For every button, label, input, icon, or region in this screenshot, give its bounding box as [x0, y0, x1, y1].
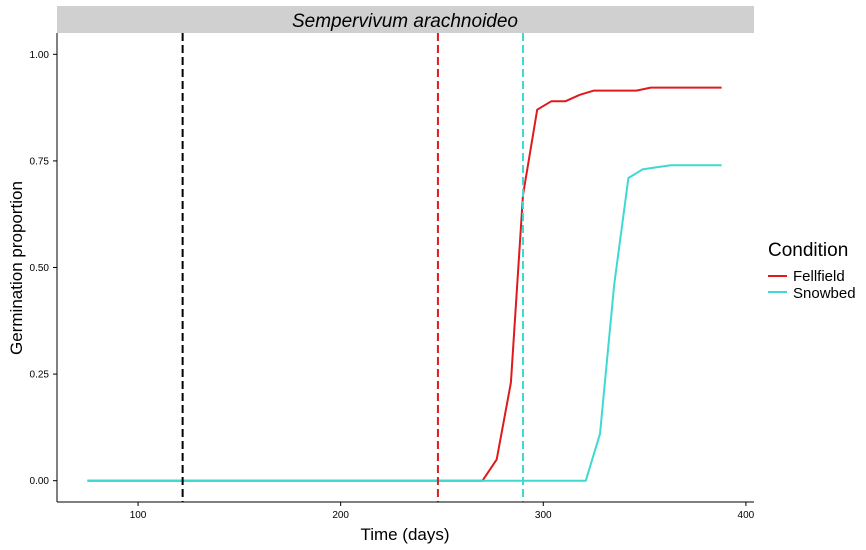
plot-area [87, 33, 722, 502]
legend-label-fellfield: Fellfield [793, 268, 845, 285]
x-tick-label: 400 [738, 510, 755, 521]
legend: Condition Fellfield Snowbed [768, 240, 856, 302]
legend-label-snowbed: Snowbed [793, 285, 856, 302]
series-line-fellfield [87, 86, 722, 482]
x-tick-label: 200 [332, 510, 349, 521]
y-axis-ticks: 0.00 0.25 0.50 0.75 1.00 [30, 50, 57, 487]
series-line-snowbed [87, 164, 722, 482]
y-tick-label: 1.00 [30, 50, 50, 61]
y-tick-label: 0.75 [30, 156, 50, 167]
x-axis-ticks: 100 200 300 400 [130, 502, 755, 521]
legend-title: Condition [768, 240, 848, 261]
y-tick-label: 0.25 [30, 370, 50, 381]
facet-title: Sempervivum arachnoideo [292, 11, 518, 32]
facet-strip [57, 6, 754, 33]
x-axis-title: Time (days) [360, 525, 449, 544]
x-tick-label: 300 [535, 510, 552, 521]
y-tick-label: 0.50 [30, 263, 50, 274]
y-axis-title: Germination proportion [7, 181, 26, 355]
x-tick-label: 100 [130, 510, 147, 521]
y-tick-label: 0.00 [30, 476, 50, 487]
